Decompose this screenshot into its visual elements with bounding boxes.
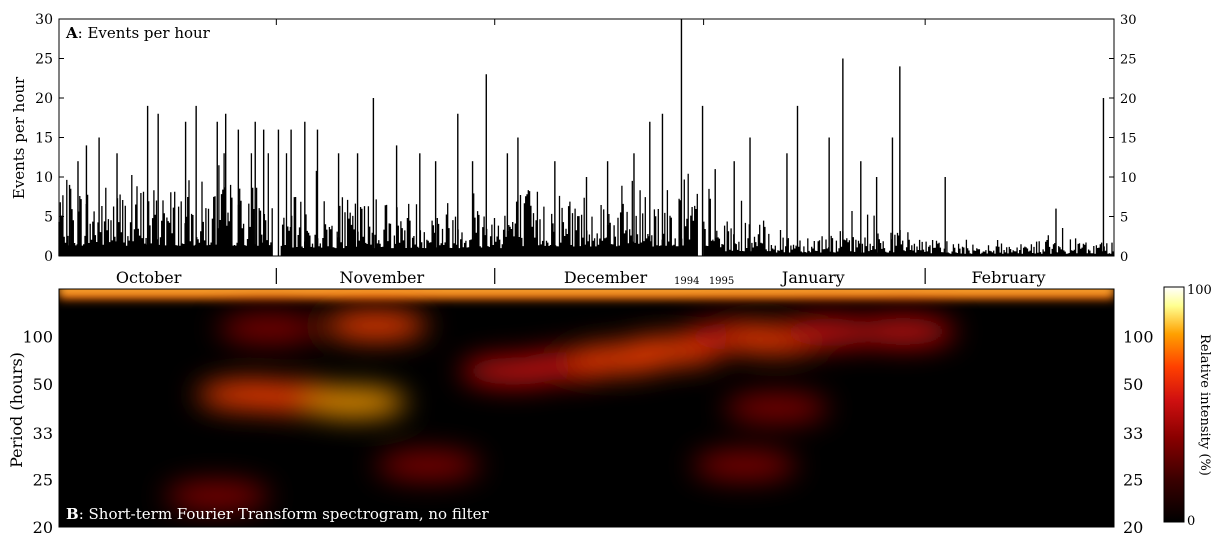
colorbar-tick-max: 100 [1187,283,1212,298]
panel-b-y-tick-label-left: 25 [33,470,53,489]
panel-b-title: B: Short-term Fourier Transform spectrog… [66,505,490,523]
panel-a-y-tick-label-right: 20 [1120,92,1137,107]
spectrogram-blob [724,394,829,422]
spectrogram-blob [218,314,322,343]
panel-a-title-text: : Events per hour [78,24,211,42]
colorbar-tick-min: 0 [1187,514,1195,529]
colorbar-gradient [1163,286,1185,523]
panel-b-blobs [165,311,955,510]
spectrogram-blob [165,481,270,510]
panel-b-y-tick-label-left: 50 [33,375,53,394]
panel-a-y-tick-label-left: 10 [35,170,53,186]
panel-a-y-tick-label-left: 25 [35,52,53,68]
panel-b-y-ticks: 100 100 50 50 33 33 25 25 20 20 [22,328,1153,534]
spectrogram-blob [777,318,882,347]
panel-a-y-tick-label-right: 30 [1120,13,1137,28]
colorbar: 100 0 Relative intensity (%) [1163,283,1212,529]
panel-b-y-tick-label-right: 50 [1123,375,1143,394]
panel-b-spectrogram: 100 100 50 50 33 33 25 25 20 20 B: Short-term Fou… [7,288,1154,534]
panel-b-title-text: : Short-term Fourier Transform spectrogr… [79,505,490,523]
panel-a-background-bars [58,153,1114,256]
panel-b-top-band [59,289,1114,299]
panel-a-title-letter: A [65,24,78,42]
panel-b-y-tick-label-left: 100 [22,328,53,347]
colorbar-label: Relative intensity (%) [1197,334,1212,476]
spectrogram-blob [376,451,481,480]
panel-a-bars [58,19,1114,256]
panel-a-y-tick-label-right: 25 [1120,53,1137,68]
panel-a-y-tick-label-left: 0 [44,249,53,265]
panel-a-y-tick-label-right: 5 [1120,211,1128,226]
panel-b-top-band-core [59,289,1114,293]
month-label: February [971,268,1045,287]
panel-a-y-tick-label-right: 10 [1120,171,1137,186]
month-label: October [116,268,182,287]
panel-b-title-letter: B [66,505,79,523]
year-label-1994: 1994 [674,276,699,287]
panel-a-y-tick-label-left: 15 [35,131,53,147]
panel-a-y-tick-label-left: 30 [35,12,53,28]
month-label: December [564,268,648,287]
year-label-1995: 1995 [709,276,734,287]
panel-b-frame [58,288,1115,528]
panel-b-y-tick-label-right: 100 [1123,328,1154,347]
panel-a-y-ticks: 0 0 5 5 10 10 15 15 20 20 25 25 30 30 [35,12,1136,265]
month-labels: October November December January February 19… [116,19,1046,287]
panel-b-y-tick-label-left: 33 [33,424,53,443]
panel-a-y-tick-label-left: 20 [35,91,53,107]
spectrogram-blob [851,317,955,346]
panel-b-y-tick-label-right: 25 [1123,470,1143,489]
spectrogram-blob [692,451,797,480]
month-label: January [780,268,845,287]
panel-a-y-tick-label-left: 5 [44,210,53,226]
panel-b-y-axis-label: Period (hours) [7,352,26,468]
panel-b-y-tick-label-right: 33 [1123,424,1143,443]
spectrogram-blob [323,311,428,340]
panel-a-y-tick-label-right: 15 [1120,132,1137,147]
month-label: November [339,268,424,287]
panel-b-y-tick-label-left: 20 [33,518,53,534]
panel-a-title: A: Events per hour [65,24,211,42]
panel-a-y-axis-label: Events per hour [10,76,28,199]
panel-b-y-tick-label-right: 20 [1123,518,1143,534]
panel-a-y-tick-label-right: 0 [1120,250,1128,265]
spectrogram-blob [302,388,407,417]
panel-a-events-per-hour: 0 0 5 5 10 10 15 15 20 20 25 25 30 30 A: Events per h… [10,12,1137,265]
